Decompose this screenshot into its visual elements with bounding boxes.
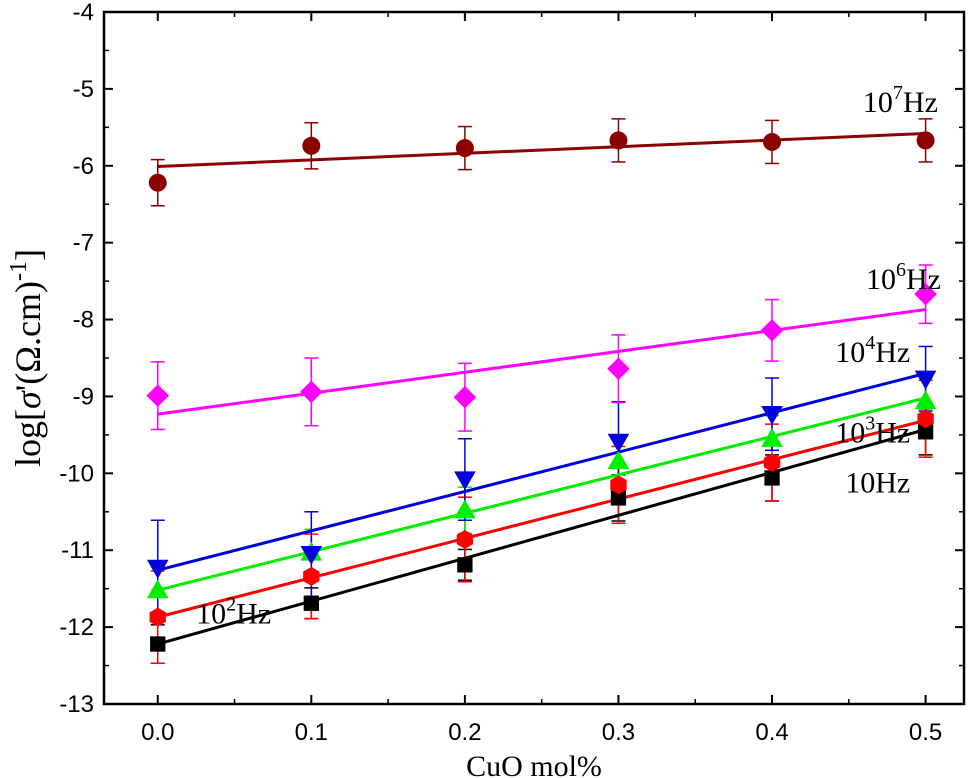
fit-line xyxy=(157,428,927,646)
series-label-unit: Hz xyxy=(906,263,941,296)
y-tick-label: -10 xyxy=(59,460,94,487)
data-point xyxy=(917,424,934,440)
data-point xyxy=(456,530,474,549)
error-bars xyxy=(150,118,933,664)
y-axis-title-part: ] xyxy=(8,249,48,261)
x-tick-label: 0.2 xyxy=(448,719,481,746)
data-point xyxy=(610,475,627,495)
series-label: 106Hz xyxy=(866,259,941,296)
series-label-exponent: 3 xyxy=(865,413,875,435)
series-label-unit: Hz xyxy=(903,86,938,119)
series-label-base: 10 xyxy=(835,336,865,369)
data-point xyxy=(453,385,477,409)
y-axis-title-part: '(Ω.cm) xyxy=(8,281,48,391)
data-point xyxy=(146,579,169,599)
data-point xyxy=(914,370,937,390)
data-point xyxy=(610,490,627,506)
series-label-unit: Hz xyxy=(236,597,271,630)
data-point xyxy=(300,380,323,404)
series-label-base: 10 xyxy=(835,417,865,450)
y-tick-label: -9 xyxy=(73,383,94,410)
data-point xyxy=(914,390,937,410)
y-axis-title-part: log[ xyxy=(8,409,48,467)
y-tick-label: -7 xyxy=(73,230,94,257)
data-point xyxy=(146,559,169,579)
axes: -4-5-6-7-8-9-10-11-12-130.0 0.1 0.2 0.3 0.4 0… xyxy=(6,0,966,778)
y-tick-label: -8 xyxy=(73,307,94,334)
data-point xyxy=(455,139,474,158)
series-label-base: 10 xyxy=(863,86,893,119)
fit-line xyxy=(157,131,926,169)
x-tick-label: 0.3 xyxy=(602,719,635,746)
data-point xyxy=(763,453,781,473)
series-label-exponent: 2 xyxy=(226,593,236,615)
data-point xyxy=(607,357,630,381)
x-tick-label: 0.5 xyxy=(909,719,942,746)
data-point xyxy=(149,607,166,627)
y-axis-title-superscript: -1 xyxy=(6,261,32,281)
series-label-exponent: 7 xyxy=(893,82,903,104)
series-label-exponent: 4 xyxy=(865,332,875,354)
series-label-unit: Hz xyxy=(875,336,910,369)
x-tick-label: 0.1 xyxy=(295,719,328,746)
series-label: 104Hz xyxy=(835,332,910,369)
series-label-unit: Hz xyxy=(875,467,910,500)
y-axis-title: log[σ'(Ω.cm)-1] xyxy=(6,249,48,467)
y-tick-label: -4 xyxy=(73,0,94,26)
data-point xyxy=(148,173,167,192)
fit-line xyxy=(157,308,926,416)
y-tick-label: -13 xyxy=(59,691,94,718)
y-tick-label: -6 xyxy=(73,153,94,180)
data-point xyxy=(764,470,780,486)
data-point xyxy=(761,406,783,425)
series-label: 107Hz xyxy=(863,82,938,119)
x-tick-label: 0.4 xyxy=(755,719,788,746)
data-markers xyxy=(146,131,937,652)
data-point xyxy=(300,545,323,565)
y-tick-label: -12 xyxy=(59,614,94,641)
series-label-exponent: 6 xyxy=(896,259,906,281)
data-point xyxy=(150,636,166,652)
data-point xyxy=(457,557,473,573)
data-point xyxy=(607,433,630,453)
data-point xyxy=(146,384,169,407)
fit-lines xyxy=(157,131,927,646)
data-point xyxy=(916,131,935,150)
data-point xyxy=(761,427,783,447)
fit-line xyxy=(157,396,926,592)
y-tick-label: -5 xyxy=(73,76,94,103)
fit-line xyxy=(157,371,926,572)
data-point xyxy=(609,131,628,150)
data-point xyxy=(303,566,320,586)
x-tick-label: 0.0 xyxy=(141,719,174,746)
fit-line xyxy=(157,418,926,619)
data-point xyxy=(763,132,782,151)
data-point xyxy=(914,282,937,306)
data-point xyxy=(302,136,321,155)
x-axis-title: CuO mol% xyxy=(466,750,602,778)
data-point xyxy=(303,595,319,611)
series-label: 102Hz xyxy=(196,593,271,630)
y-tick-label: -11 xyxy=(61,537,94,564)
series-label: 103Hz xyxy=(835,413,910,450)
data-point xyxy=(454,499,476,519)
series-label-base: 10 xyxy=(845,467,875,500)
series-label: 10Hz xyxy=(845,467,910,500)
series-label-base: 10 xyxy=(196,597,226,630)
data-point xyxy=(760,319,784,342)
y-axis-title-symbol: σ xyxy=(8,390,48,409)
data-point xyxy=(454,471,476,491)
data-point xyxy=(607,450,630,470)
series-label-unit: Hz xyxy=(875,417,910,450)
data-point xyxy=(917,409,934,429)
series-label-base: 10 xyxy=(866,263,896,296)
